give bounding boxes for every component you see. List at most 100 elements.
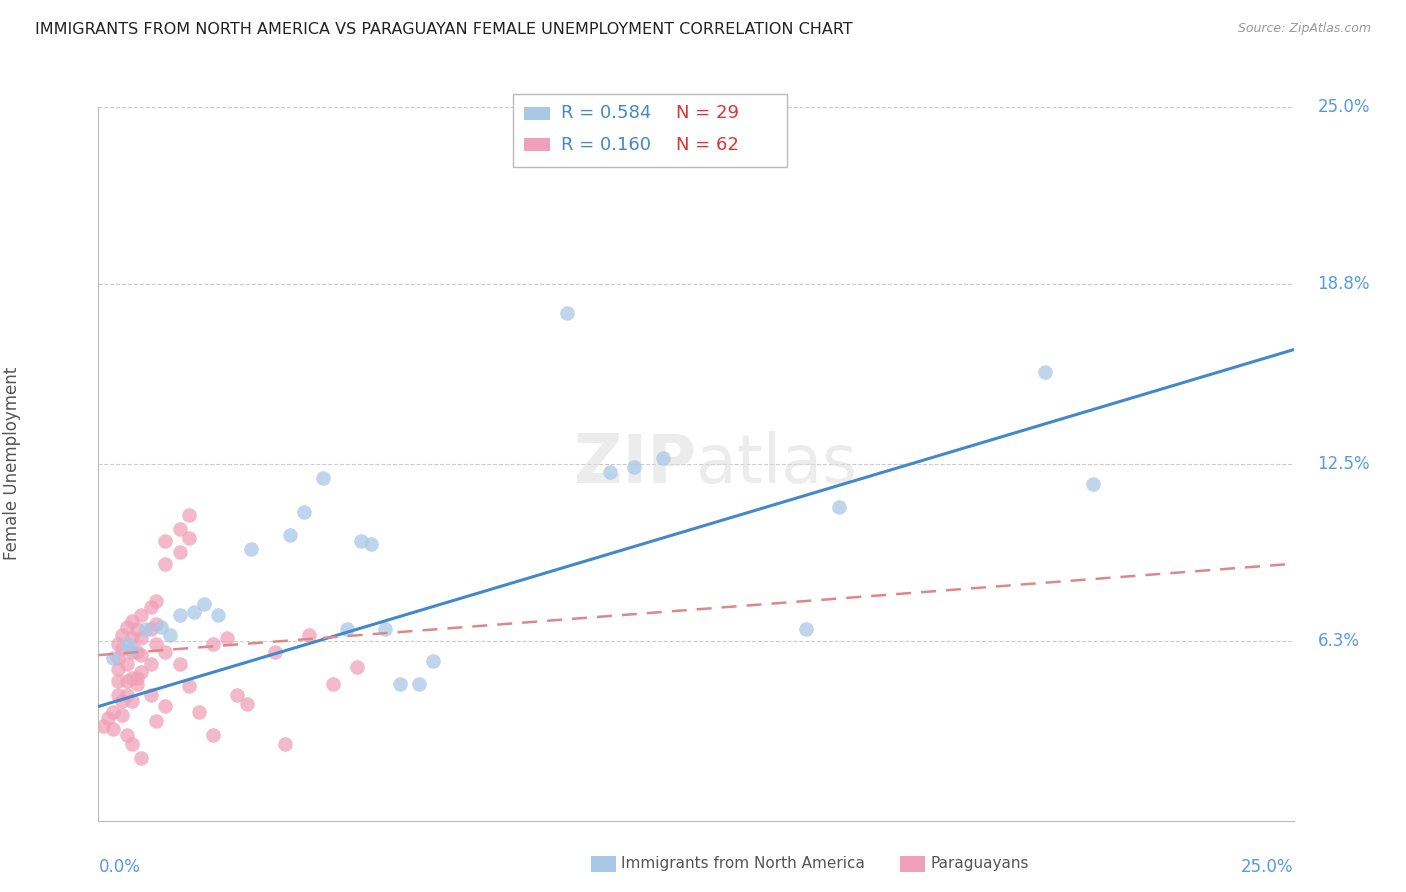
- Point: [374, 623, 396, 637]
- Point: [91, 719, 114, 733]
- Point: [159, 628, 181, 642]
- Text: atlas: atlas: [696, 431, 856, 497]
- Text: 18.8%: 18.8%: [1317, 275, 1369, 293]
- Point: [145, 714, 167, 728]
- Point: [1081, 476, 1104, 491]
- Point: [131, 608, 153, 623]
- Point: [107, 688, 129, 702]
- Point: [555, 305, 578, 319]
- Text: 12.5%: 12.5%: [1317, 455, 1369, 473]
- Text: Immigrants from North America: Immigrants from North America: [621, 856, 865, 871]
- Point: [121, 642, 143, 657]
- Point: [125, 623, 148, 637]
- Point: [149, 619, 172, 633]
- Point: [131, 665, 153, 680]
- Point: [240, 542, 263, 557]
- Point: [121, 737, 143, 751]
- Point: [131, 631, 153, 645]
- Point: [408, 676, 430, 690]
- Point: [111, 628, 134, 642]
- Point: [131, 751, 153, 765]
- Point: [360, 537, 382, 551]
- Point: [264, 645, 287, 659]
- Point: [135, 623, 157, 637]
- Point: [278, 528, 301, 542]
- Point: [169, 657, 191, 671]
- Point: [388, 676, 411, 690]
- Point: [139, 688, 162, 702]
- Point: [115, 728, 138, 742]
- Point: [155, 533, 177, 548]
- Point: [111, 642, 134, 657]
- Text: R = 0.160: R = 0.160: [561, 136, 651, 153]
- Text: 25.0%: 25.0%: [1317, 98, 1369, 116]
- Text: Source: ZipAtlas.com: Source: ZipAtlas.com: [1237, 22, 1371, 36]
- Point: [101, 723, 124, 737]
- Point: [107, 651, 129, 665]
- Point: [1033, 366, 1056, 380]
- Point: [145, 594, 167, 608]
- Point: [107, 673, 129, 688]
- Point: [145, 637, 167, 651]
- Point: [155, 557, 177, 571]
- Point: [139, 599, 162, 614]
- Point: [125, 645, 148, 659]
- Point: [125, 671, 148, 685]
- Point: [336, 623, 359, 637]
- Text: N = 29: N = 29: [676, 104, 740, 122]
- Point: [179, 680, 201, 694]
- Point: [179, 508, 201, 523]
- Point: [169, 608, 191, 623]
- Point: [115, 673, 138, 688]
- Point: [207, 608, 229, 623]
- Point: [828, 500, 851, 514]
- Point: [121, 694, 143, 708]
- Text: IMMIGRANTS FROM NORTH AMERICA VS PARAGUAYAN FEMALE UNEMPLOYMENT CORRELATION CHAR: IMMIGRANTS FROM NORTH AMERICA VS PARAGUA…: [35, 22, 853, 37]
- Point: [312, 471, 335, 485]
- Text: ZIP: ZIP: [574, 431, 696, 497]
- Point: [139, 657, 162, 671]
- Point: [350, 533, 373, 548]
- Point: [101, 705, 124, 719]
- Point: [115, 657, 138, 671]
- Point: [217, 631, 239, 645]
- Point: [226, 688, 249, 702]
- Point: [97, 711, 120, 725]
- Point: [131, 648, 153, 662]
- Point: [111, 694, 134, 708]
- Point: [794, 623, 817, 637]
- Point: [298, 628, 321, 642]
- Point: [202, 637, 225, 651]
- Text: Paraguayans: Paraguayans: [931, 856, 1029, 871]
- Point: [101, 651, 124, 665]
- Point: [292, 505, 315, 519]
- Point: [107, 662, 129, 676]
- Point: [202, 728, 225, 742]
- Point: [651, 451, 673, 466]
- Text: 0.0%: 0.0%: [98, 858, 141, 876]
- Point: [107, 637, 129, 651]
- Point: [169, 545, 191, 559]
- Point: [121, 671, 143, 685]
- Point: [121, 614, 143, 628]
- Point: [187, 705, 209, 719]
- Text: 25.0%: 25.0%: [1241, 858, 1294, 876]
- Point: [235, 697, 257, 711]
- Point: [599, 466, 621, 480]
- Point: [145, 616, 167, 631]
- Point: [193, 597, 215, 611]
- Text: R = 0.584: R = 0.584: [561, 104, 651, 122]
- Point: [422, 654, 444, 668]
- Point: [155, 645, 177, 659]
- Point: [179, 531, 201, 545]
- Point: [322, 676, 344, 690]
- Point: [169, 523, 191, 537]
- Point: [121, 631, 143, 645]
- Point: [155, 699, 177, 714]
- Point: [115, 637, 138, 651]
- Text: Female Unemployment: Female Unemployment: [3, 368, 21, 560]
- Text: N = 62: N = 62: [676, 136, 740, 153]
- Point: [346, 659, 368, 673]
- Point: [111, 708, 134, 723]
- Point: [121, 645, 143, 659]
